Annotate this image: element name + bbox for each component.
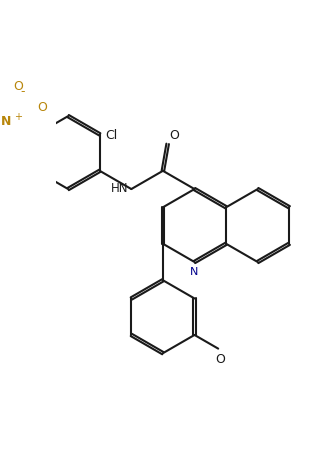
Text: O: O: [37, 100, 47, 113]
Text: -: -: [20, 85, 25, 98]
Text: +: +: [14, 112, 22, 121]
Text: N: N: [1, 115, 11, 128]
Text: O: O: [170, 129, 179, 142]
Text: O: O: [215, 352, 225, 365]
Text: Cl: Cl: [105, 129, 117, 142]
Text: O: O: [14, 80, 24, 93]
Text: N: N: [190, 267, 199, 277]
Text: HN: HN: [111, 181, 128, 194]
